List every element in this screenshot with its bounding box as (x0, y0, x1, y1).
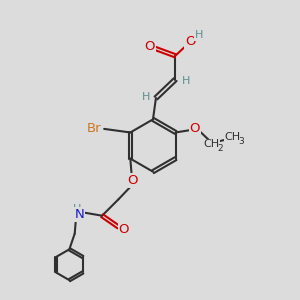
Text: CH: CH (225, 132, 241, 142)
Text: O: O (189, 122, 200, 135)
Text: CH: CH (204, 140, 220, 149)
Text: 3: 3 (238, 137, 244, 146)
Text: O: O (127, 174, 138, 187)
Text: H: H (142, 92, 151, 101)
Text: 2: 2 (218, 144, 223, 153)
Text: H: H (73, 204, 81, 214)
Text: H: H (182, 76, 190, 86)
Text: Br: Br (86, 122, 101, 135)
Text: O: O (145, 40, 155, 53)
Text: H: H (195, 30, 203, 40)
Text: O: O (185, 35, 195, 48)
Text: O: O (118, 223, 129, 236)
Text: N: N (75, 208, 85, 221)
